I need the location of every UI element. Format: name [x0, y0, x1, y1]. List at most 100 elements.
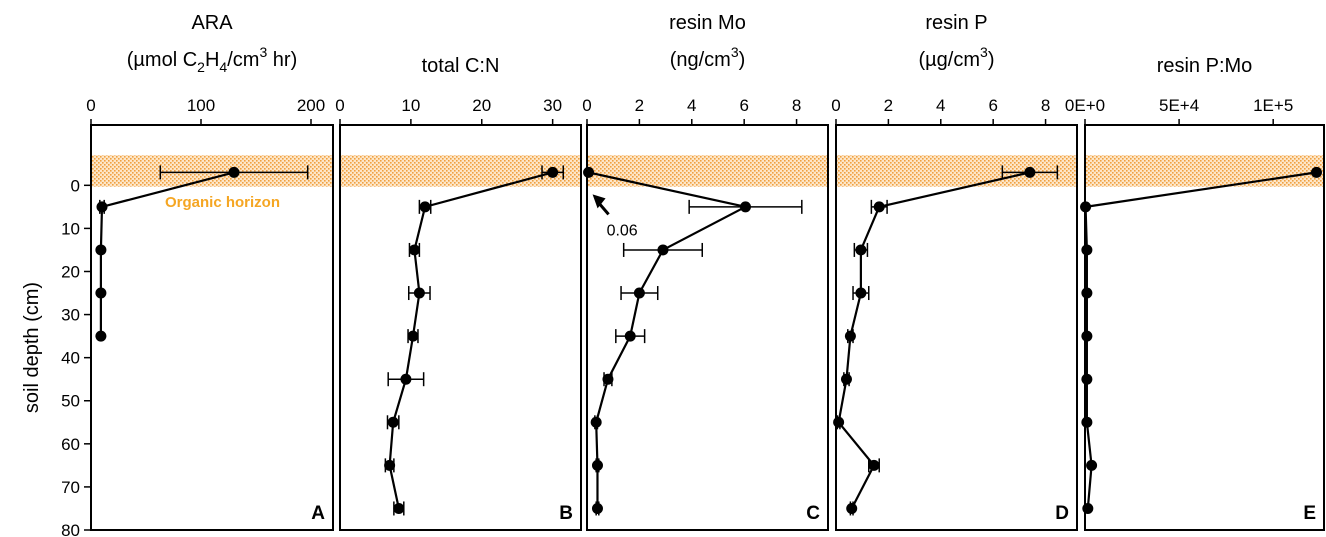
x-axis-label: total C:N	[422, 55, 500, 77]
panel-title: resin Mo	[669, 12, 746, 34]
data-point	[1082, 502, 1094, 514]
panel-letter: E	[1303, 503, 1316, 524]
data-point	[95, 287, 107, 299]
series-line	[1084, 171, 1317, 509]
x-tick-label: 10	[401, 96, 420, 115]
data-point	[547, 166, 559, 178]
data-point	[855, 244, 867, 256]
organic-horizon-band-segment	[340, 155, 581, 187]
panel-letter: C	[806, 503, 820, 524]
data-point	[413, 287, 425, 299]
x-tick-label: 0E+0	[1065, 96, 1105, 115]
panel-b: 0 10 20 30 total C:N B	[335, 55, 582, 531]
organic-horizon-band	[91, 155, 1324, 187]
x-tick-label: 8	[792, 96, 801, 115]
series-line	[837, 171, 1031, 509]
data-point	[833, 416, 845, 428]
panel-frame	[90, 124, 334, 531]
x-tick-label: 8	[1041, 96, 1050, 115]
x-tick-label: 0	[335, 96, 344, 115]
data-point	[96, 201, 108, 213]
data-point	[633, 287, 645, 299]
y-tick-label: 60	[61, 435, 80, 454]
organic-horizon-band-segment	[1085, 155, 1324, 187]
data-point	[873, 201, 885, 213]
organic-horizon-label: Organic horizon	[165, 194, 280, 211]
x-tick-label: 1E+5	[1253, 96, 1293, 115]
data-point	[407, 330, 419, 342]
panel-frame	[339, 124, 582, 531]
y-axis-label: soil depth (cm)	[21, 282, 43, 413]
y-axis: 0 10 20 30 40 50 60 70 80 soil depth (cm)	[21, 176, 91, 537]
y-tick-label: 20	[61, 262, 80, 281]
data-point	[844, 330, 856, 342]
panel-letter: B	[559, 503, 573, 524]
x-axis-label: (µmol C2H4/cm3 hr)	[127, 44, 297, 75]
x-tick-label: 200	[297, 96, 325, 115]
data-point	[739, 201, 751, 213]
data-point	[1081, 244, 1093, 256]
data-point	[400, 373, 412, 385]
organic-horizon-band-segment	[836, 155, 1077, 187]
x-tick-label: 6	[739, 96, 748, 115]
data-point	[1080, 201, 1092, 213]
data-point	[657, 244, 669, 256]
x-tick-label: 0	[86, 96, 95, 115]
panel-frame	[835, 124, 1078, 531]
panel-letter: A	[311, 503, 325, 524]
x-tick-label: 30	[543, 96, 562, 115]
data-point	[855, 287, 867, 299]
data-point	[846, 502, 858, 514]
data-point	[1081, 416, 1093, 428]
data-point	[1086, 459, 1098, 471]
organic-horizon-band-segment	[587, 155, 828, 187]
y-tick-label: 10	[61, 219, 80, 238]
organic-horizon-band-segment	[91, 155, 333, 187]
x-tick-label: 4	[687, 96, 696, 115]
x-tick-label: 6	[988, 96, 997, 115]
x-tick-label: 4	[936, 96, 945, 115]
x-tick-label: 2	[635, 96, 644, 115]
x-tick-label: 0	[831, 96, 840, 115]
data-point	[408, 244, 420, 256]
data-point	[591, 459, 603, 471]
data-point	[1081, 330, 1093, 342]
data-point	[583, 166, 595, 178]
panel-frame	[1084, 124, 1325, 531]
data-point	[384, 459, 396, 471]
panel-title: resin P	[925, 12, 987, 34]
panel-letter: D	[1055, 503, 1069, 524]
annotation-arrow-head	[592, 194, 606, 209]
panel-frame	[586, 124, 829, 531]
data-point	[387, 416, 399, 428]
y-tick-label: 80	[61, 521, 80, 537]
data-point	[1081, 373, 1093, 385]
x-tick-label: 100	[187, 96, 215, 115]
x-axis-label: (ng/cm3)	[670, 44, 746, 71]
annotation-label: 0.06	[607, 222, 638, 239]
data-point	[591, 502, 603, 514]
x-tick-label: 0	[582, 96, 591, 115]
data-point	[1081, 287, 1093, 299]
data-point	[624, 330, 636, 342]
x-tick-label: 2	[884, 96, 893, 115]
data-point	[840, 373, 852, 385]
panel-d: 0 2 4 6 8 resin P (µg/cm3) D	[831, 12, 1078, 531]
panel-a: 0 100 200 ARA (µmol C2H4/cm3 hr) A	[86, 12, 334, 531]
x-tick-label: 20	[472, 96, 491, 115]
data-point	[95, 330, 107, 342]
y-tick-label: 30	[61, 306, 80, 325]
data-point	[228, 166, 240, 178]
data-point	[393, 502, 405, 514]
panel-c: 0 2 4 6 8 resin Mo (ng/cm3) 0.06 C	[582, 12, 829, 531]
data-point	[95, 244, 107, 256]
y-tick-label: 40	[61, 349, 80, 368]
y-tick-label: 50	[61, 392, 80, 411]
data-point	[868, 459, 880, 471]
data-point	[1310, 166, 1322, 178]
x-axis-label: resin P:Mo	[1157, 55, 1253, 77]
data-point	[1024, 166, 1036, 178]
panel-title: ARA	[191, 12, 233, 34]
